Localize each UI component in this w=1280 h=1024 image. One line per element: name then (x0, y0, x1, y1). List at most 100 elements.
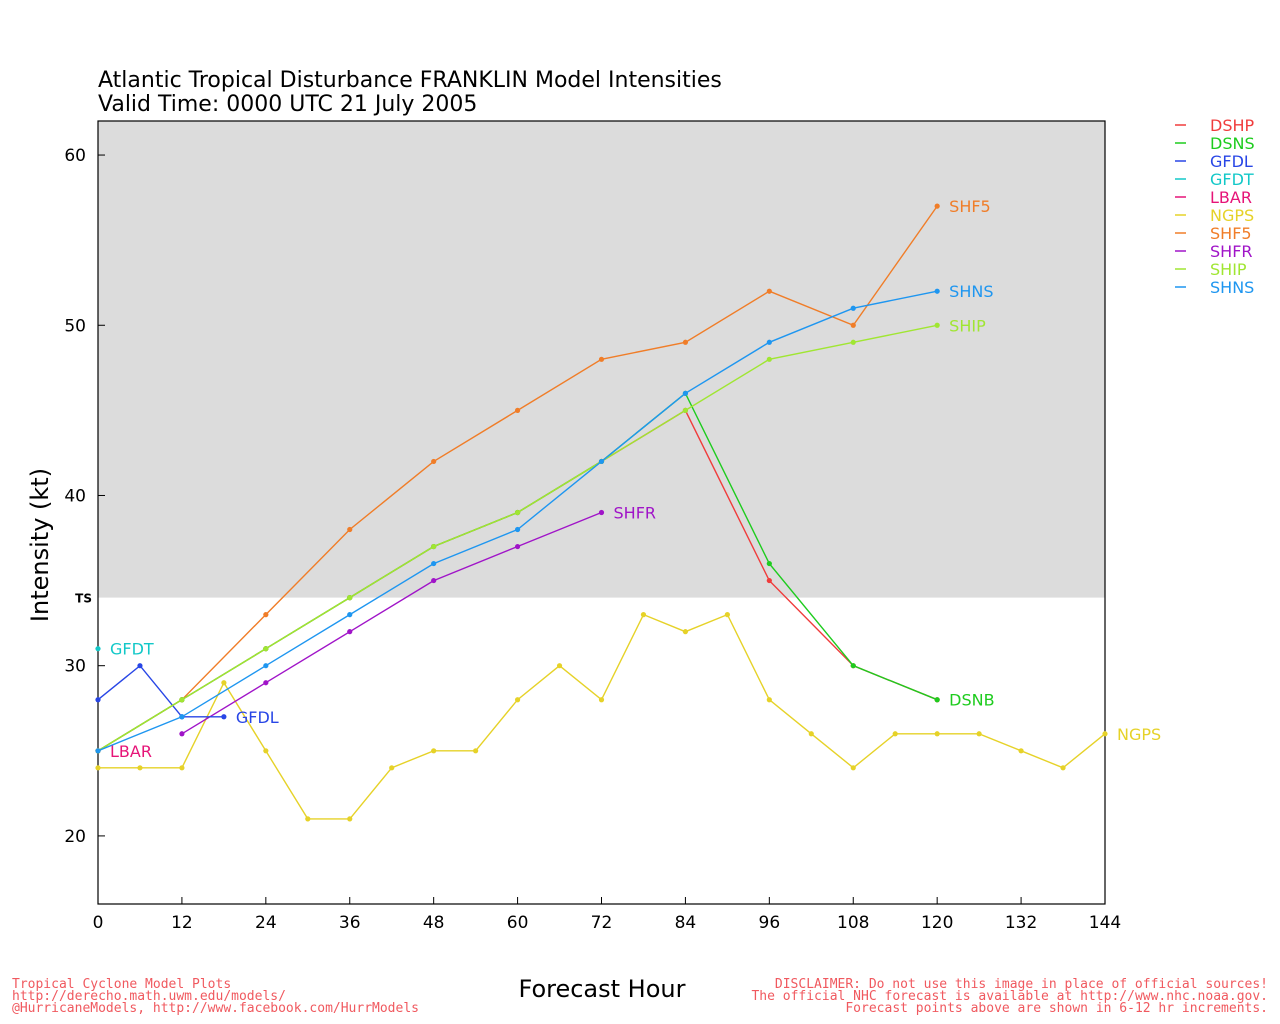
data-point (347, 526, 353, 533)
data-point (934, 322, 940, 328)
legend-entry-ship: SHIP (1210, 260, 1247, 279)
legend-entry-gfdt: GFDT (1210, 170, 1254, 189)
data-point (431, 748, 437, 754)
x-axis-title: Forecast Hour (519, 975, 686, 1003)
x-tick-label: 36 (339, 913, 361, 933)
data-point (724, 612, 730, 618)
data-point (556, 663, 563, 669)
data-point (766, 560, 772, 567)
legend-entry-lbar: LBAR (1210, 188, 1252, 207)
y-tick-label: 20 (64, 827, 86, 847)
y-axis-title: Intensity (kt) (26, 468, 54, 622)
x-tick-label: 0 (93, 913, 104, 933)
data-point (808, 731, 814, 737)
threshold-label: TS (75, 592, 92, 606)
legend-entry-shns: SHNS (1210, 278, 1254, 297)
data-point (976, 731, 982, 737)
end-label-dsns: DSNB (949, 691, 994, 710)
series-gfdt (95, 646, 101, 652)
data-point (598, 509, 605, 516)
end-label-lbar: LBAR (110, 742, 152, 761)
data-point (934, 697, 940, 703)
series-end-labels: NGPS SHF5 SHFR GFDL GFDT LBAR DSNB SHIP SHNS (110, 197, 1161, 761)
end-label-gfdl: GFDL (236, 708, 279, 727)
data-point (347, 816, 353, 822)
data-point (766, 577, 772, 584)
series-line-shfr (181, 511, 602, 735)
data-point (431, 543, 437, 550)
data-point (179, 731, 185, 737)
data-point (179, 714, 185, 720)
y-tick-label: 60 (64, 146, 86, 166)
series-shns (95, 288, 940, 754)
legend-entry-gfdl: GFDL (1210, 152, 1253, 171)
data-point (431, 458, 437, 465)
data-point (598, 697, 605, 703)
legend-entry-shf5: SHF5 (1210, 224, 1252, 243)
data-point (95, 765, 101, 771)
data-point (263, 680, 269, 686)
data-point (179, 765, 185, 771)
data-point (640, 612, 647, 618)
x-tick-label: 60 (507, 913, 529, 933)
chart-title: Atlantic Tropical Disturbance FRANKLIN M… (98, 68, 722, 93)
data-point (305, 816, 311, 822)
x-tick-label: 24 (255, 913, 277, 933)
end-label-shf5: SHF5 (949, 197, 991, 216)
data-point (766, 288, 772, 294)
data-point (179, 697, 185, 703)
data-point (934, 731, 940, 737)
data-point (137, 663, 143, 669)
x-tick-label: 48 (423, 913, 445, 933)
data-point (1018, 748, 1024, 754)
legend-entry-ngps: NGPS (1210, 206, 1254, 225)
y-tick-label: 50 (64, 316, 86, 336)
data-point (514, 697, 521, 703)
data-point (850, 339, 856, 345)
data-point (514, 407, 521, 413)
footer-left-line-1: Tropical Cyclone Model Plots (12, 977, 231, 992)
series-line-gfdl (97, 664, 224, 718)
data-point (137, 765, 143, 771)
data-point (682, 629, 689, 635)
data-point (850, 305, 856, 311)
data-point (1102, 731, 1108, 737)
data-point (514, 509, 521, 516)
data-point (221, 714, 227, 720)
end-label-gfdt: GFDT (110, 640, 154, 659)
data-point (682, 407, 689, 413)
data-point (766, 697, 772, 703)
data-point (221, 680, 227, 686)
data-point (473, 748, 479, 754)
data-point (598, 356, 605, 362)
end-label-shns: SHNS (949, 282, 993, 301)
x-tick-label: 108 (837, 913, 869, 933)
data-point (934, 203, 940, 209)
series-lines (95, 203, 1108, 822)
series-ngps (95, 612, 1108, 822)
data-point (682, 390, 689, 396)
data-point (934, 288, 940, 294)
y-tick-label: 40 (64, 486, 86, 506)
x-tick-label: 72 (591, 913, 613, 933)
series-gfdl (95, 663, 227, 720)
x-tick-label: 144 (1089, 913, 1121, 933)
data-point (1060, 765, 1066, 771)
legend-entry-dsns: DSNS (1210, 134, 1255, 153)
data-point (263, 612, 269, 618)
data-point (347, 595, 353, 601)
x-tick-label: 132 (1005, 913, 1037, 933)
data-point (431, 560, 437, 567)
footer-left: Tropical Cyclone Model Plots http://dere… (12, 977, 419, 1016)
data-point (347, 629, 353, 635)
data-point (263, 663, 269, 669)
footer-right: DISCLAIMER: Do not use this image in pla… (751, 977, 1268, 1016)
x-tick-label: 96 (759, 913, 781, 933)
footer-right-line-1: DISCLAIMER: Do not use this image in pla… (775, 977, 1268, 992)
data-point (95, 646, 101, 652)
data-point (850, 765, 856, 771)
footer-right-line-3: Forecast points above are shown in 6-12 … (845, 1001, 1268, 1016)
footer-left-line-2: http://derecho.math.uwm.edu/models/ (12, 989, 286, 1004)
